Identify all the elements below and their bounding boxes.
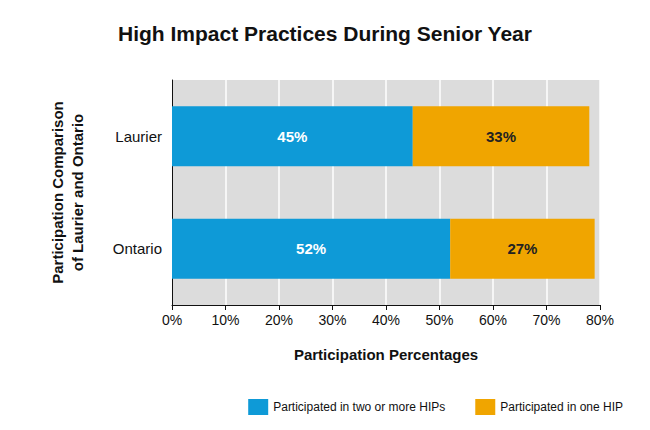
svg-text:Participation Percentages: Participation Percentages	[294, 346, 478, 363]
svg-text:50%: 50%	[425, 312, 453, 328]
svg-text:80%: 80%	[586, 312, 614, 328]
svg-text:Participated in one HIP: Participated in one HIP	[500, 400, 623, 414]
svg-text:40%: 40%	[372, 312, 400, 328]
svg-text:27%: 27%	[507, 240, 537, 257]
svg-text:70%: 70%	[532, 312, 560, 328]
svg-text:52%: 52%	[296, 240, 326, 257]
svg-text:60%: 60%	[479, 312, 507, 328]
svg-text:10%: 10%	[211, 312, 239, 328]
svg-text:Laurier: Laurier	[115, 128, 162, 145]
svg-text:33%: 33%	[486, 128, 516, 145]
svg-text:20%: 20%	[265, 312, 293, 328]
svg-text:45%: 45%	[277, 128, 307, 145]
svg-text:High Impact Practices During S: High Impact Practices During Senior Year	[118, 22, 532, 45]
svg-text:0%: 0%	[162, 312, 182, 328]
svg-text:30%: 30%	[318, 312, 346, 328]
svg-text:Participation Comparison: Participation Comparison	[49, 101, 66, 284]
svg-text:of Laurier and Ontario: of Laurier and Ontario	[69, 114, 86, 272]
svg-text:Ontario: Ontario	[113, 240, 162, 257]
svg-text:Participated in two or more HI: Participated in two or more HIPs	[273, 400, 445, 414]
